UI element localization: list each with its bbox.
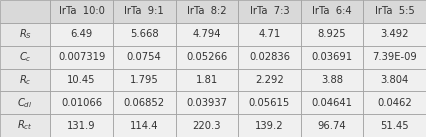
- Bar: [113, 114, 176, 137]
- Text: 220.3: 220.3: [193, 121, 221, 131]
- Bar: [50, 114, 113, 137]
- Bar: [363, 68, 426, 91]
- Bar: [301, 46, 363, 68]
- Text: $\mathit{C_{dl}}$: $\mathit{C_{dl}}$: [17, 96, 33, 110]
- Bar: [0, 0, 50, 23]
- Bar: [176, 114, 238, 137]
- Text: 3.492: 3.492: [380, 29, 409, 39]
- Bar: [301, 68, 363, 91]
- Text: 1.795: 1.795: [130, 75, 158, 85]
- Text: 51.45: 51.45: [380, 121, 409, 131]
- Text: $\mathit{R_c}$: $\mathit{R_c}$: [19, 73, 32, 87]
- Text: IrTa  9:1: IrTa 9:1: [124, 6, 164, 16]
- Bar: [301, 0, 363, 23]
- Text: IrTa  7:3: IrTa 7:3: [250, 6, 289, 16]
- Text: 8.925: 8.925: [318, 29, 346, 39]
- Text: 0.0462: 0.0462: [377, 98, 412, 108]
- Text: IrTa  5:5: IrTa 5:5: [375, 6, 414, 16]
- Text: 5.668: 5.668: [130, 29, 158, 39]
- Bar: [0, 114, 50, 137]
- Text: 0.05615: 0.05615: [249, 98, 290, 108]
- Text: 1.81: 1.81: [196, 75, 218, 85]
- Text: 3.804: 3.804: [380, 75, 409, 85]
- Bar: [113, 91, 176, 114]
- Text: IrTa  10:0: IrTa 10:0: [59, 6, 104, 16]
- Bar: [238, 23, 301, 46]
- Bar: [301, 91, 363, 114]
- Bar: [238, 68, 301, 91]
- Bar: [0, 46, 50, 68]
- Bar: [113, 68, 176, 91]
- Bar: [301, 23, 363, 46]
- Bar: [363, 114, 426, 137]
- Text: IrTa  6:4: IrTa 6:4: [312, 6, 352, 16]
- Text: $\mathit{R_{ct}}$: $\mathit{R_{ct}}$: [17, 119, 33, 132]
- Bar: [363, 46, 426, 68]
- Text: 0.05266: 0.05266: [186, 52, 227, 62]
- Bar: [363, 91, 426, 114]
- Text: 0.03937: 0.03937: [186, 98, 227, 108]
- Bar: [176, 46, 238, 68]
- Bar: [50, 91, 113, 114]
- Bar: [0, 68, 50, 91]
- Bar: [50, 68, 113, 91]
- Text: 3.88: 3.88: [321, 75, 343, 85]
- Text: 4.794: 4.794: [193, 29, 221, 39]
- Text: 0.02836: 0.02836: [249, 52, 290, 62]
- Bar: [301, 114, 363, 137]
- Text: 0.03691: 0.03691: [311, 52, 353, 62]
- Bar: [363, 23, 426, 46]
- Bar: [113, 0, 176, 23]
- Bar: [238, 91, 301, 114]
- Bar: [238, 114, 301, 137]
- Text: 114.4: 114.4: [130, 121, 158, 131]
- Text: 139.2: 139.2: [255, 121, 284, 131]
- Text: 2.292: 2.292: [255, 75, 284, 85]
- Bar: [50, 0, 113, 23]
- Bar: [238, 46, 301, 68]
- Text: 0.04641: 0.04641: [311, 98, 353, 108]
- Text: 10.45: 10.45: [67, 75, 96, 85]
- Text: 96.74: 96.74: [318, 121, 346, 131]
- Bar: [0, 91, 50, 114]
- Bar: [50, 46, 113, 68]
- Text: $\mathit{R_S}$: $\mathit{R_S}$: [19, 27, 32, 41]
- Text: $\mathit{C_c}$: $\mathit{C_c}$: [19, 50, 32, 64]
- Text: 0.01066: 0.01066: [61, 98, 102, 108]
- Bar: [176, 91, 238, 114]
- Bar: [176, 0, 238, 23]
- Text: 6.49: 6.49: [70, 29, 93, 39]
- Text: 0.06852: 0.06852: [124, 98, 165, 108]
- Bar: [363, 0, 426, 23]
- Text: IrTa  8:2: IrTa 8:2: [187, 6, 227, 16]
- Bar: [113, 46, 176, 68]
- Bar: [113, 23, 176, 46]
- Bar: [0, 23, 50, 46]
- Text: 0.0754: 0.0754: [127, 52, 161, 62]
- Bar: [176, 23, 238, 46]
- Bar: [238, 0, 301, 23]
- Text: 7.39E-09: 7.39E-09: [372, 52, 417, 62]
- Bar: [176, 68, 238, 91]
- Text: 0.007319: 0.007319: [58, 52, 105, 62]
- Text: 4.71: 4.71: [258, 29, 281, 39]
- Bar: [50, 23, 113, 46]
- Text: 131.9: 131.9: [67, 121, 96, 131]
